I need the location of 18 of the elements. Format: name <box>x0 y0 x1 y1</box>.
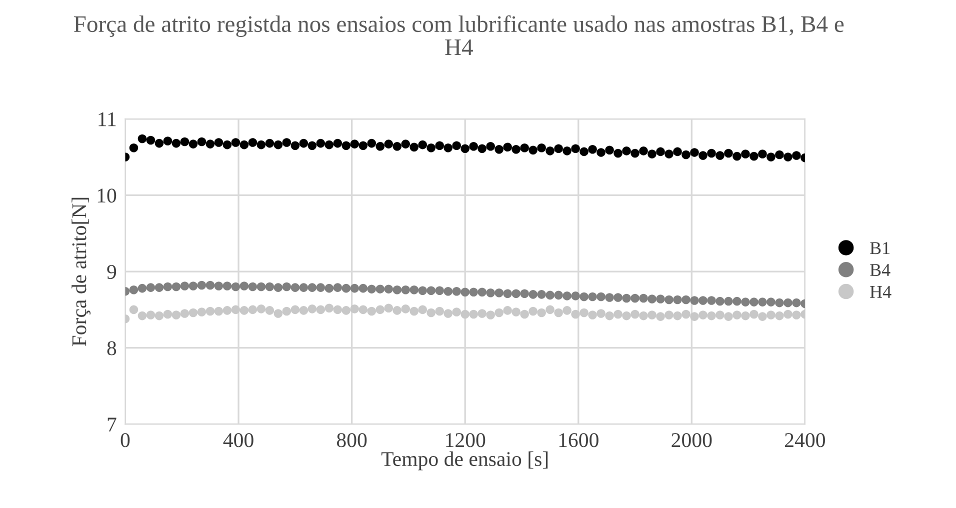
x-tick-label: 800 <box>336 433 367 448</box>
legend-label: H4 <box>870 286 892 298</box>
y-axis-title: Força de atrito[N] <box>72 198 91 346</box>
y-tick-label: 7 <box>108 418 116 432</box>
x-tick-label: 2400 <box>785 433 825 448</box>
x-tick-label: 0 <box>120 433 130 448</box>
x-tick-label: 1200 <box>446 433 486 448</box>
x-tick-label: 400 <box>223 433 254 448</box>
y-tick-label: 10 <box>98 188 116 203</box>
y-tick-label: 9 <box>107 264 116 279</box>
legend-label: B4 <box>870 264 890 276</box>
x-tick-label: 1600 <box>559 433 598 448</box>
x-tick-label: 2000 <box>672 433 712 448</box>
chart-title: Força de atrito registda nos ensaios com lubrificante usado nas amostras B1, B4 e H4 <box>74 15 844 55</box>
x-axis-title: Tempo de ensaio [s] <box>381 451 548 470</box>
y-tick-label: 8 <box>107 341 116 356</box>
legend-label: B1 <box>870 242 890 254</box>
y-tick-label: 11 <box>98 112 116 126</box>
